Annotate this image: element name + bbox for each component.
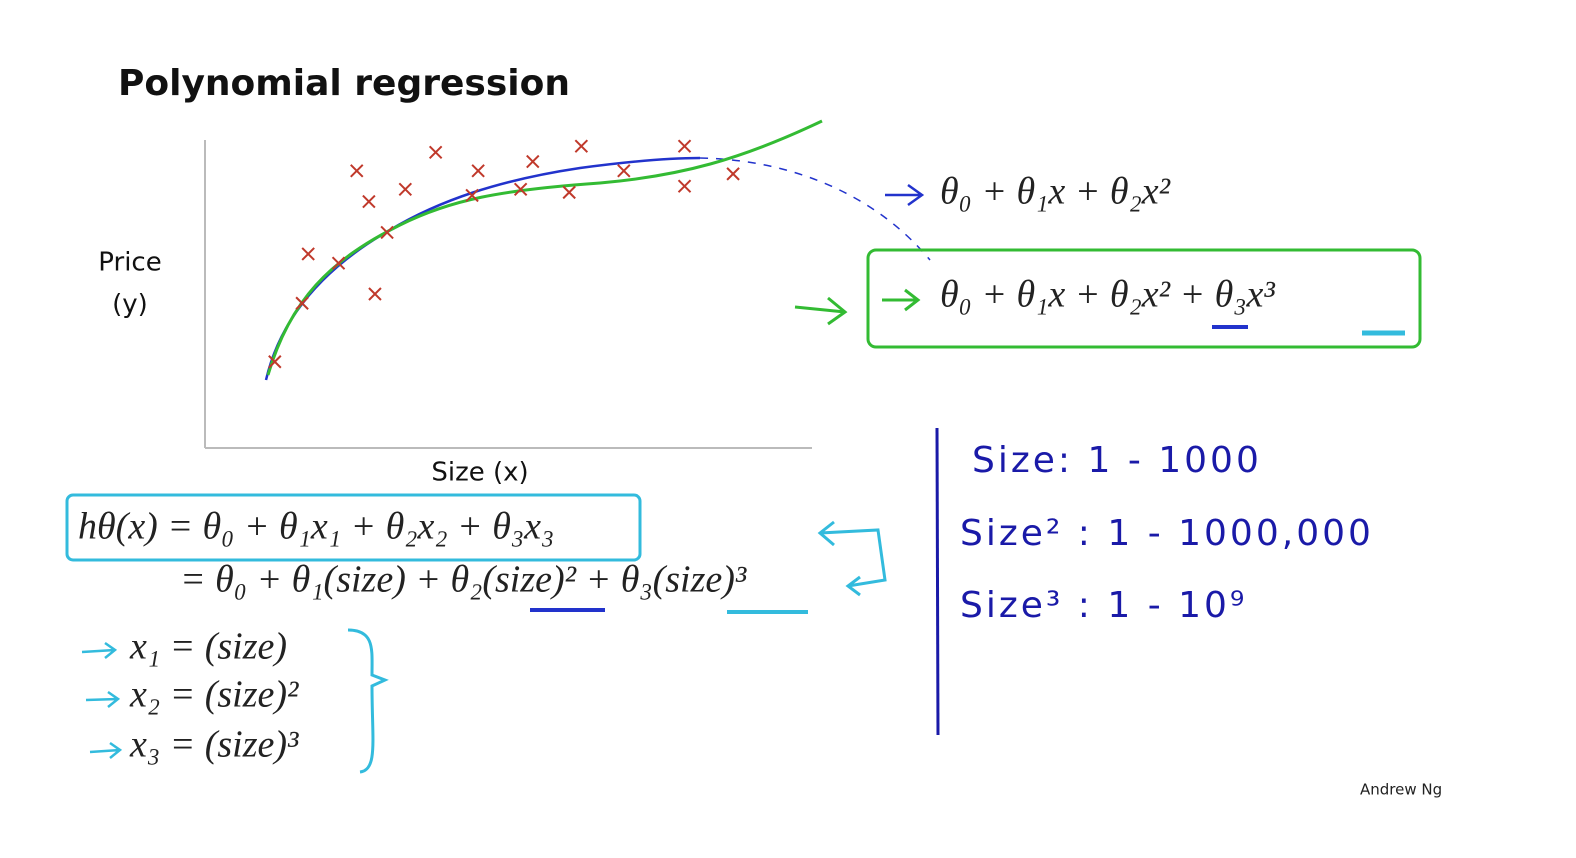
x-axis-label: Size (x): [431, 458, 528, 488]
scatter-points: [268, 139, 740, 369]
data-point: [301, 247, 315, 261]
note: Size³ : 1 - 10⁹: [960, 585, 1247, 626]
feature-definition: x₁ = (size): [129, 626, 287, 668]
plot-axes: [204, 140, 812, 449]
data-point: [513, 182, 528, 196]
note: Size² : 1 - 1000,000: [960, 513, 1374, 554]
feature-definition: x₂ = (size)²: [129, 674, 299, 716]
data-point: [471, 164, 485, 178]
data-point: [268, 355, 282, 369]
hypothesis: θ₀ + θ₁x + θ₂x²: [940, 171, 1171, 213]
note: Size: 1 - 1000: [972, 440, 1262, 481]
highlight-box: [65, 493, 642, 562]
arrow: [885, 183, 925, 207]
y-axis-label: Price: [98, 248, 161, 278]
data-point: [726, 167, 740, 181]
data-point: [350, 164, 364, 178]
highlight-box: [866, 248, 1422, 349]
cubic-fit: [266, 119, 823, 376]
data-point: [368, 287, 382, 301]
brace: [347, 628, 389, 774]
slide-title: Polynomial regression: [118, 63, 570, 104]
footer: Andrew Ng: [1360, 781, 1442, 799]
data-point: [562, 185, 576, 200]
data-point: [617, 164, 631, 178]
arrow: [81, 641, 123, 759]
data-point: [362, 194, 376, 209]
data-point: [465, 188, 479, 203]
data-point: [677, 179, 692, 193]
feature-definition: x₃ = (size)³: [129, 724, 299, 766]
data-point: [677, 139, 692, 153]
model-equation: = θ₀ + θ₁(size) + θ₂(size)² + θ₃(size)³: [180, 559, 747, 601]
model-equation: hθ(x) = θ₀ + θ₁x₁ + θ₂x₂ + θ₃x₃: [78, 506, 554, 548]
divider: [935, 427, 940, 736]
y-axis-label: (y): [112, 290, 148, 320]
data-point: [574, 139, 589, 153]
data-point: [380, 225, 394, 240]
data-point: [331, 256, 346, 270]
data-point: [428, 145, 443, 160]
hypothesis: θ₀ + θ₁x + θ₂x² + θ₃x³: [940, 274, 1275, 316]
data-point: [295, 296, 309, 310]
quadratic-extension: [699, 157, 931, 261]
data-point: [398, 182, 413, 196]
bracket-arrow: [817, 520, 887, 597]
arrow: [794, 288, 921, 326]
data-point: [526, 154, 540, 169]
